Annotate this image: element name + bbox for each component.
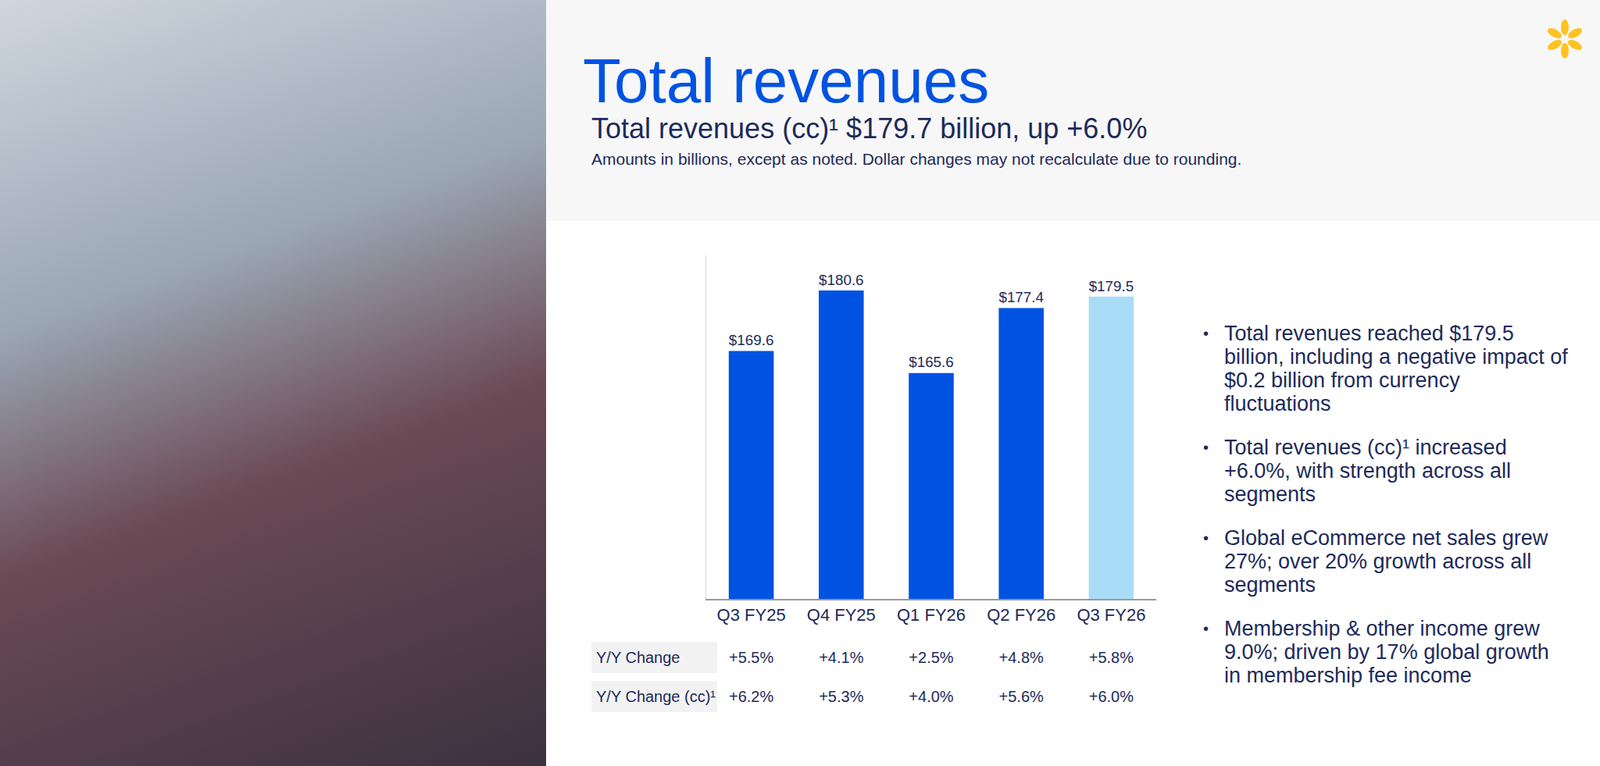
html-text:+2.5%: +2.5%	[908, 649, 954, 667]
html-text:Membership & other income grew: Membership & other income grew 9.0%; dri…	[1224, 617, 1550, 688]
svg-text:Q2 FY26: Q2 FY26	[986, 605, 1056, 625]
html-text:Global eCommerce net sales gre: Global eCommerce net sales grew 27%; ove…	[1224, 526, 1548, 597]
html-text:Total revenues (cc)¹ increased: Total revenues (cc)¹ increased +6.0%, wi…	[1224, 435, 1511, 507]
svg-text:Q3 FY26: Q3 FY26	[1076, 605, 1146, 625]
svg-text:$179.5: $179.5	[1089, 278, 1135, 295]
html-text:+5.6%: +5.6%	[998, 688, 1044, 706]
html-text:Y/Y Change (cc)¹: Y/Y Change (cc)¹	[596, 688, 716, 706]
html-text:+4.8%: +4.8%	[998, 649, 1044, 667]
html-text:Y/Y Change: Y/Y Change	[596, 649, 681, 667]
html-text:+5.8%: +5.8%	[1088, 649, 1134, 667]
html-text:Total revenues: Total revenues	[582, 46, 990, 116]
html-text:+6.2%: +6.2%	[728, 688, 774, 706]
svg-text:Q1 FY26: Q1 FY26	[896, 605, 966, 625]
html-text:+5.5%: +5.5%	[728, 649, 774, 667]
svg-text:$169.6: $169.6	[728, 332, 775, 349]
html-text:+4.0%: +4.0%	[908, 688, 954, 706]
svg-text:Q3 FY25: Q3 FY25	[717, 605, 786, 625]
html-text:Total revenues reached $179.5: Total revenues reached $179.5 billion, i…	[1224, 321, 1568, 416]
html-text:Amounts in billions, except as: Amounts in billions, except as noted. Do…	[591, 150, 1242, 168]
svg-text:$177.4: $177.4	[998, 289, 1044, 306]
svg-text:Q4 FY25: Q4 FY25	[807, 605, 876, 625]
svg-text:$165.6: $165.6	[908, 353, 954, 371]
html-text:Total revenues (cc)¹ $179.7 bi: Total revenues (cc)¹ $179.7 billion, up …	[591, 112, 1148, 145]
html-text:+6.0%: +6.0%	[1088, 688, 1134, 706]
html-text:+4.1%: +4.1%	[818, 649, 864, 667]
html-text:+5.3%: +5.3%	[818, 688, 864, 706]
svg-text:$180.6: $180.6	[818, 271, 865, 289]
